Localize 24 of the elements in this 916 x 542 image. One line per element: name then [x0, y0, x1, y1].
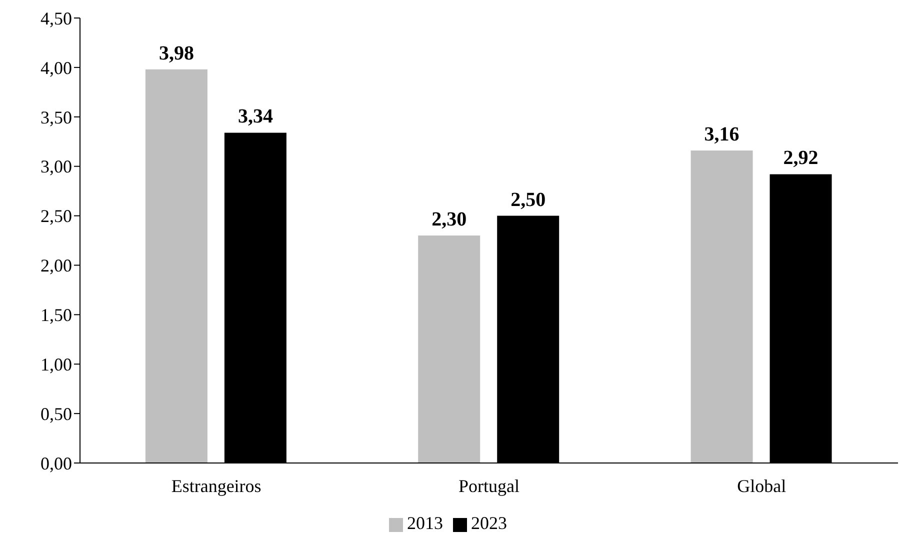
legend-label: 2023 [471, 513, 507, 533]
data-label: 2,92 [783, 147, 818, 170]
y-tick-label: 3,00 [40, 156, 72, 177]
x-tick-label: Portugal [458, 476, 520, 496]
legend-label: 2013 [407, 513, 443, 533]
y-tick-label: 3,50 [40, 107, 72, 128]
y-tick-label: 4,00 [40, 58, 72, 78]
data-label: 2,50 [510, 188, 546, 211]
y-tick-label: 1,00 [40, 354, 72, 374]
y-tick-label: 2,50 [40, 206, 72, 226]
data-label: 2,30 [432, 208, 467, 231]
y-tick-label: 4,50 [40, 8, 72, 28]
data-label: 3,34 [238, 106, 273, 128]
data-label: 3,16 [704, 124, 740, 146]
y-tick-label: 1,50 [40, 305, 72, 326]
x-tick-label: Global [737, 476, 786, 496]
data-label: 3,98 [158, 42, 194, 64]
bar [145, 69, 208, 463]
y-tick-label: 2,00 [40, 256, 72, 276]
bar [418, 236, 480, 463]
y-tick-label: 0,50 [40, 404, 72, 424]
y-tick-label: 0,00 [40, 453, 72, 474]
bar [690, 150, 753, 463]
x-tick-label: Estrangeiros [171, 476, 262, 496]
